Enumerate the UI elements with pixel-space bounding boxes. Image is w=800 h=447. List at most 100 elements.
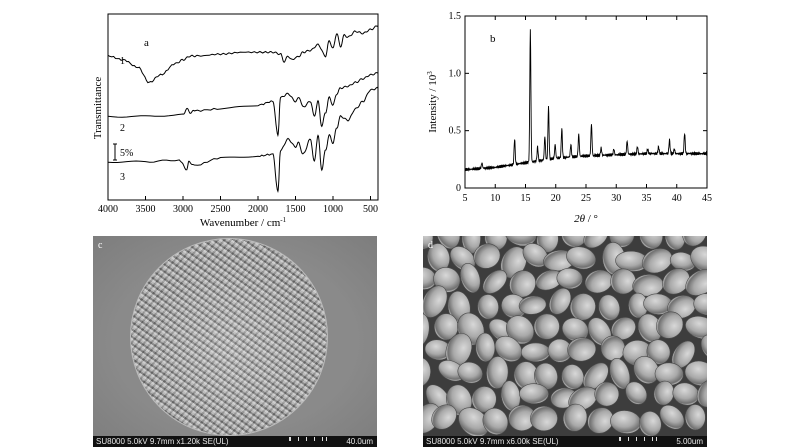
sem-particle — [431, 404, 457, 430]
sem-particle — [562, 403, 588, 432]
sem-particle — [633, 356, 660, 384]
sem-particle — [587, 407, 614, 434]
xrd-xtick-label-1: 10 — [490, 193, 500, 204]
sem-particle — [641, 248, 673, 274]
sem-particle — [600, 335, 626, 361]
sem-particle — [656, 311, 684, 339]
sem-particle — [696, 379, 707, 408]
sem-sample-disc — [130, 238, 328, 436]
sem-particle — [482, 407, 509, 435]
sem-d-scale-text: 5.00um — [676, 437, 703, 446]
xrd-xtick-label-0: 5 — [463, 193, 468, 204]
ftir-xtick-label-1: 3500 — [136, 204, 156, 215]
sem-particle — [486, 356, 509, 389]
ftir-xtick-label-4: 2000 — [248, 204, 268, 215]
sem-particle — [458, 407, 490, 436]
sem-d-info-text: SU8000 5.0kV 9.7mm x6.00k SE(UL) — [426, 437, 559, 446]
sem-particle — [556, 267, 583, 290]
sem-particle — [625, 381, 648, 405]
xrd-chart: 5 10 15 20 25 30 35 40 45 0 0.5 1.0 1.5 b Intensity… — [426, 11, 712, 225]
ftir-plot-frame — [107, 13, 379, 201]
xrd-xtick-label-3: 20 — [551, 193, 561, 204]
sem-particle — [423, 357, 431, 387]
xrd-panel-label: b — [490, 33, 496, 45]
xrd-pattern-line — [464, 29, 708, 172]
sem-particle — [598, 294, 621, 321]
sem-particle — [473, 243, 501, 269]
sem-particles — [423, 236, 707, 436]
sem-particle — [518, 295, 547, 315]
ftir-curve-label-2: 2 — [120, 123, 125, 134]
sem-particle — [659, 404, 685, 430]
ftir-scale-label: 5% — [120, 148, 133, 159]
sem-particle — [503, 236, 537, 247]
ftir-panel-label: a — [144, 37, 149, 49]
ftir-series-2 — [107, 71, 379, 138]
ftir-xlabel: Wavenumber / cm-1 — [200, 216, 287, 229]
sem-particle — [646, 339, 671, 365]
sem-particle — [594, 381, 620, 407]
xrd-ytick-label-1: 0.5 — [449, 126, 462, 137]
sem-c-scale-text: 40.0um — [346, 437, 373, 446]
xrd-ytick-label-0: 0 — [456, 183, 461, 194]
xrd-xtick-label-4: 25 — [581, 193, 591, 204]
ftir-xtick-label-2: 3000 — [173, 204, 193, 215]
xrd-xtick-label-7: 40 — [672, 193, 682, 204]
sem-particle — [693, 293, 707, 316]
ftir-xtick-label-6: 1000 — [323, 204, 343, 215]
sem-particle — [519, 383, 549, 405]
ftir-chart: 4000 3500 3000 2500 2000 1500 1000 500 a Transm… — [92, 13, 379, 229]
sem-c-scale-ticks — [289, 437, 327, 441]
sem-particle — [662, 268, 690, 295]
sem-particle — [684, 360, 707, 387]
sem-particle — [530, 405, 558, 432]
sem-particle — [482, 269, 508, 294]
xrd-xtick-label-6: 35 — [642, 193, 652, 204]
sem-particle — [460, 263, 481, 293]
ftir-xtick-label-0: 4000 — [98, 204, 118, 215]
ftir-xtick-label-3: 2500 — [211, 204, 231, 215]
sem-particle — [685, 315, 707, 340]
sem-particle — [475, 332, 496, 362]
xrd-ylabel: Intensity / 103 — [426, 71, 439, 133]
sem-particle — [561, 317, 589, 342]
ftir-series-1 — [107, 25, 379, 84]
sem-particle — [700, 334, 707, 360]
ftir-ylabel: Transmittance — [92, 77, 104, 140]
panel-c-sem-image: c SU8000 5.0kV 9.7mm x1.20k SE(UL) 40.0u… — [93, 236, 377, 447]
ftir-series-3 — [107, 86, 379, 194]
sem-particle — [520, 342, 551, 363]
sem-particle — [609, 358, 631, 390]
ftir-curve-label-3: 3 — [120, 172, 125, 183]
sem-particle — [533, 313, 560, 340]
sem-d-panel-label: d — [428, 240, 433, 251]
sem-d-info-bar: SU8000 5.0kV 9.7mm x6.00k SE(UL) 5.00um — [423, 436, 707, 447]
sem-particle — [457, 361, 483, 384]
ftir-xtick-label-7: 500 — [363, 204, 378, 215]
sem-c-info-text: SU8000 5.0kV 9.7mm x1.20k SE(UL) — [96, 437, 229, 446]
sem-d-scale-ticks — [619, 437, 657, 441]
sem-c-info-bar: SU8000 5.0kV 9.7mm x1.20k SE(UL) 40.0um — [93, 436, 377, 447]
ftir-curve-label-1: 1 — [120, 56, 125, 67]
sem-particle — [477, 294, 499, 320]
panel-a-ftir: 4000 3500 3000 2500 2000 1500 1000 500 a Transm… — [88, 8, 390, 230]
xrd-xlabel: 2θ / ° — [574, 213, 598, 225]
sem-particle — [664, 236, 686, 251]
xrd-xtick-label-2: 15 — [521, 193, 531, 204]
xrd-xtick-label-5: 30 — [611, 193, 621, 204]
sem-particle — [423, 313, 430, 347]
sem-particle — [639, 236, 663, 250]
xrd-plot-frame — [464, 15, 708, 189]
sem-particle — [611, 317, 636, 340]
sem-particle — [684, 404, 706, 431]
sem-particle — [561, 364, 585, 390]
sem-particle — [566, 246, 597, 270]
panel-d-sem-image: d SU8000 5.0kV 9.7mm x6.00k SE(UL) 5.00u… — [423, 236, 707, 447]
panel-b-xrd: 5 10 15 20 25 30 35 40 45 0 0.5 1.0 1.5 b Intensity… — [420, 8, 720, 230]
sem-particle — [610, 410, 642, 434]
sem-particle — [682, 236, 707, 247]
sem-particle — [685, 268, 707, 296]
sem-particle — [534, 362, 558, 390]
xrd-xtick-label-8: 45 — [702, 193, 712, 204]
sem-particle — [423, 236, 434, 250]
